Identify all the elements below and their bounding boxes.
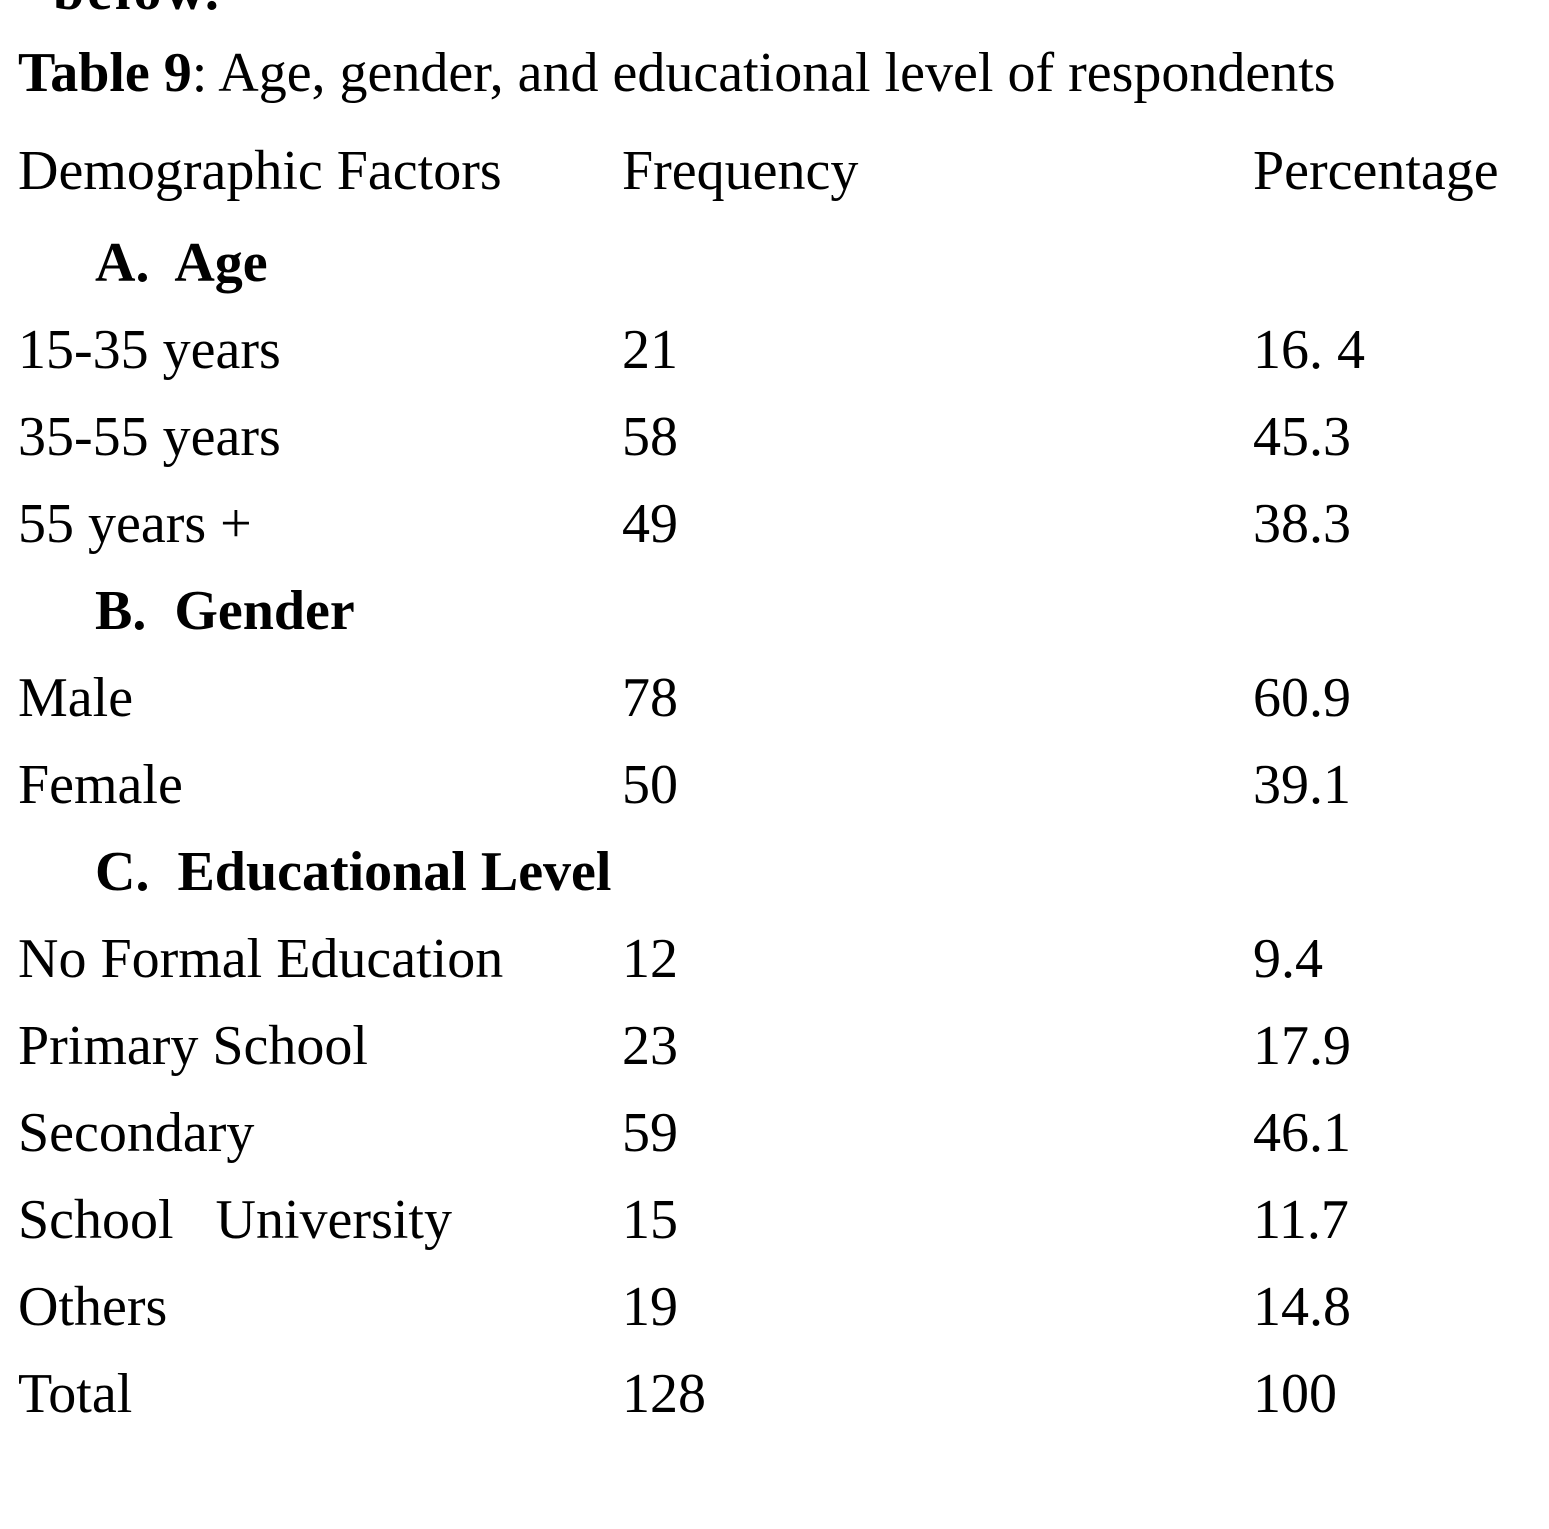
table-row: Primary School 23 17.9 [0,1016,1549,1103]
frequency-cell: 12 [622,928,678,990]
section-label: B. Gender [95,580,355,642]
table-caption: Table 9: Age, gender, and educational le… [18,43,1336,103]
table-row: Female 50 39.1 [0,755,1549,842]
table-row: Secondary 59 46.1 [0,1103,1549,1190]
percentage-cell: 39.1 [1253,754,1351,816]
frequency-cell: 58 [622,406,678,468]
percentage-cell: 14.8 [1253,1276,1351,1338]
clipped-paragraph-tail: below. [53,0,222,21]
section-header-row-gender: B. Gender [0,581,1549,668]
factor-cell: 35-55 years [18,406,281,468]
percentage-cell: 60.9 [1253,667,1351,729]
frequency-cell: 128 [622,1363,706,1425]
section-label: C. Educational Level [95,841,612,903]
frequency-cell: 23 [622,1015,678,1077]
factor-cell: No Formal Education [18,928,504,990]
frequency-cell: 15 [622,1189,678,1251]
factor-cell: Male [18,667,134,729]
factor-cell: Total [18,1363,133,1425]
table-row-total: Total 128 100 [0,1364,1549,1451]
factor-cell: 55 years + [18,493,252,555]
percentage-cell: 46.1 [1253,1102,1351,1164]
frequency-cell: 78 [622,667,678,729]
percentage-cell: 17.9 [1253,1015,1351,1077]
factor-cell: Primary School [18,1015,368,1077]
factor-cell: Others [18,1276,168,1338]
frequency-cell: 21 [622,319,678,381]
column-header-demographic-factors: Demographic Factors [18,140,502,202]
frequency-cell: 50 [622,754,678,816]
percentage-cell: 100 [1253,1363,1337,1425]
factor-cell: School University [18,1189,452,1251]
table-row: 15-35 years 21 16. 4 [0,320,1549,407]
factor-cell: Secondary [18,1102,255,1164]
table-header-row: Demographic Factors Frequency Percentage [0,141,1549,228]
percentage-cell: 9.4 [1253,928,1323,990]
column-header-frequency: Frequency [622,140,859,202]
table-row: 35-55 years 58 45.3 [0,407,1549,494]
section-header-row-educational-level: C. Educational Level [0,842,1549,929]
percentage-cell: 16. 4 [1253,319,1365,381]
table-caption-label: Table 9 [18,42,192,104]
percentage-cell: 38.3 [1253,493,1351,555]
table-row: Male 78 60.9 [0,668,1549,755]
table-row: School University 15 11.7 [0,1190,1549,1277]
column-header-percentage: Percentage [1253,140,1499,202]
frequency-cell: 19 [622,1276,678,1338]
percentage-cell: 45.3 [1253,406,1351,468]
percentage-cell: 11.7 [1253,1189,1349,1251]
factor-cell: 15-35 years [18,319,281,381]
frequency-cell: 49 [622,493,678,555]
table-row: No Formal Education 12 9.4 [0,929,1549,1016]
frequency-cell: 59 [622,1102,678,1164]
table-caption-text: : Age, gender, and educational level of … [191,42,1336,104]
section-header-row-age: A. Age [0,233,1549,320]
table-row: Others 19 14.8 [0,1277,1549,1364]
section-label: A. Age [95,232,268,294]
table-row: 55 years + 49 38.3 [0,494,1549,581]
factor-cell: Female [18,754,183,816]
